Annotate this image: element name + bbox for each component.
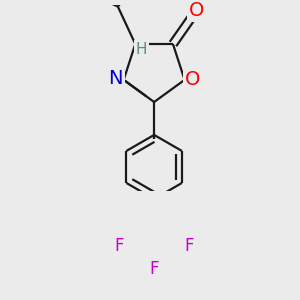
- Text: F: F: [184, 236, 194, 254]
- Text: F: F: [115, 236, 124, 254]
- Text: F: F: [149, 260, 159, 278]
- Text: N: N: [109, 69, 123, 88]
- Text: O: O: [189, 1, 204, 20]
- Text: O: O: [185, 70, 200, 89]
- Text: H: H: [136, 42, 147, 57]
